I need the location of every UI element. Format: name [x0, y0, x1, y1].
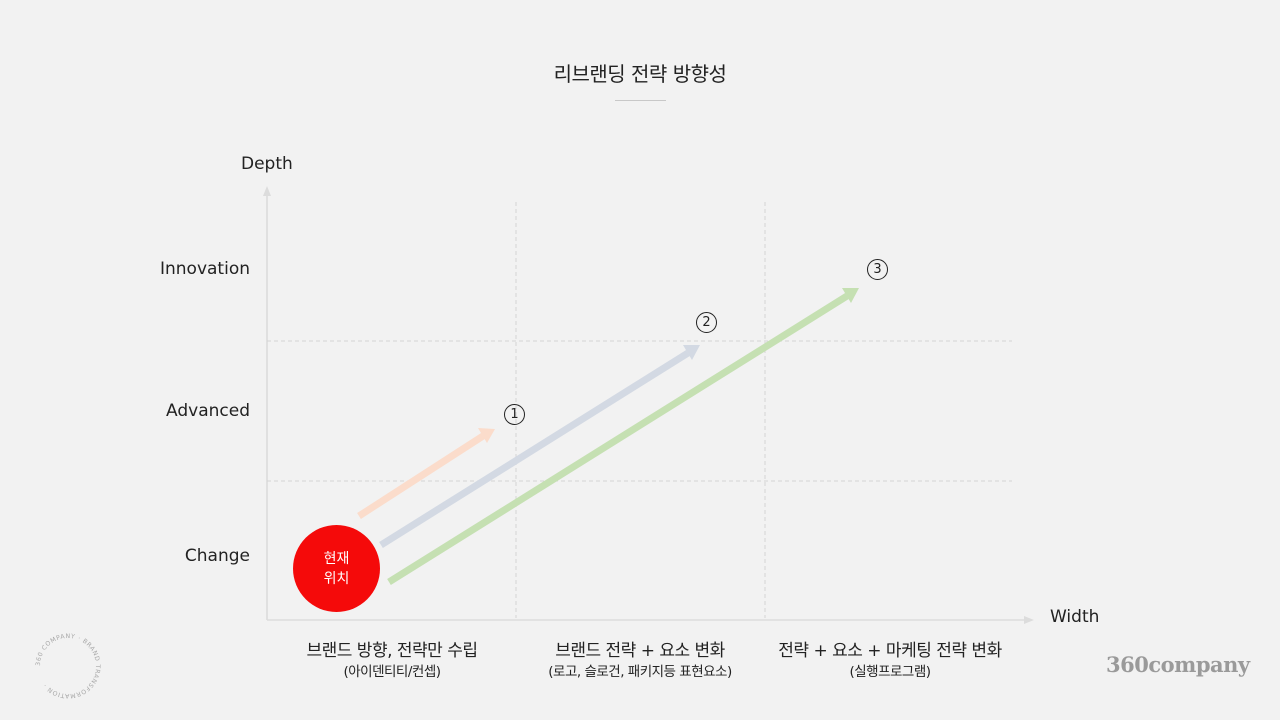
arrow-3-shaft — [387, 293, 849, 585]
y-axis-arrowhead — [263, 186, 271, 196]
brand-seal-logo: 360 COMPANY · BRAND TRANSFORMATION · — [35, 633, 101, 699]
current-position-circle: 현재 위치 — [293, 525, 380, 612]
company-logo: 360company — [1106, 652, 1250, 677]
arrow-1-marker: 1 — [504, 404, 525, 425]
column-1-subtitle: (아이덴티티/컨셉) — [343, 664, 441, 680]
column-3: 전략 + 요소 + 마케팅 전략 변화 (실행프로그램) — [765, 640, 1015, 682]
arrow-2-shaft — [379, 350, 690, 548]
brand-seal-text: 360 COMPANY · BRAND TRANSFORMATION · — [35, 633, 101, 699]
column-1: 브랜드 방향, 전략만 수립 (아이덴티티/컨셉) — [267, 640, 517, 682]
x-axis-arrowhead — [1024, 616, 1034, 624]
column-3-title: 전략 + 요소 + 마케팅 전략 변화 — [778, 641, 1002, 661]
y-level-change: Change — [184, 546, 250, 566]
x-axis-label: Width — [1050, 607, 1100, 627]
y-level-advanced: Advanced — [166, 401, 250, 421]
column-2-title: 브랜드 전략 + 요소 변화 — [555, 641, 725, 661]
arrow-2-marker: 2 — [696, 312, 717, 333]
arrow-1-shaft — [357, 433, 485, 519]
arrow-2-head — [683, 345, 700, 360]
column-2-subtitle: (로고, 슬로건, 패키지등 표현요소) — [548, 664, 732, 680]
title-divider — [615, 100, 666, 101]
arrow-1-head — [478, 428, 495, 443]
column-1-title: 브랜드 방향, 전략만 수립 — [306, 641, 478, 661]
current-position-label-line2: 위치 — [323, 570, 350, 587]
y-axis-label: Depth — [241, 154, 293, 174]
y-level-innovation: Innovation — [159, 259, 250, 279]
column-2: 브랜드 전략 + 요소 변화 (로고, 슬로건, 패키지등 표현요소) — [515, 640, 765, 682]
slide-title: 리브랜딩 전략 방향성 — [553, 62, 727, 86]
column-3-subtitle: (실행프로그램) — [849, 664, 931, 680]
arrow-3-head — [842, 288, 859, 303]
arrow-3-marker: 3 — [867, 259, 888, 280]
svg-text:360 COMPANY · BRAND TRANSFORMA: 360 COMPANY · BRAND TRANSFORMATION · — [35, 633, 101, 699]
current-position-label-line1: 현재 — [323, 550, 350, 567]
